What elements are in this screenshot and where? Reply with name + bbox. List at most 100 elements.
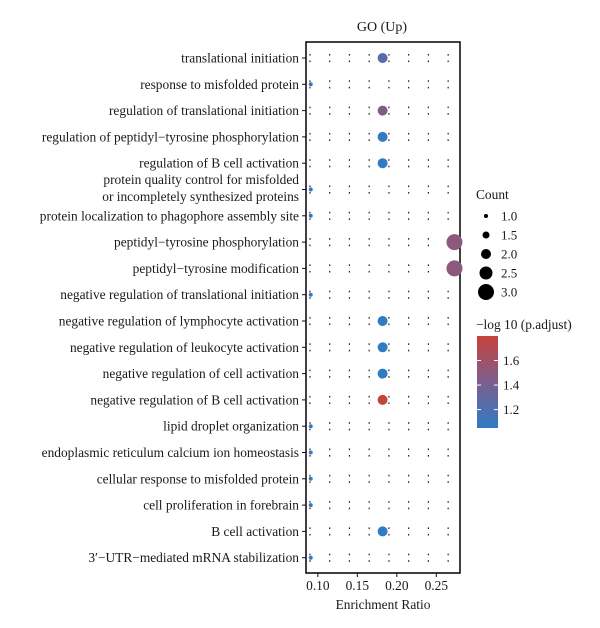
count-legend-dot <box>479 266 493 280</box>
grid-dot <box>388 428 390 431</box>
grid-dot <box>388 238 390 240</box>
term-label: translational initiation <box>181 51 299 66</box>
data-point <box>377 342 388 353</box>
grid-dot <box>309 290 311 293</box>
grid-dot <box>329 139 331 141</box>
grid-dot <box>388 86 390 89</box>
grid-dot <box>329 80 331 82</box>
grid-dot <box>329 422 331 424</box>
term-label: negative regulation of translational ini… <box>60 287 299 302</box>
grid-dot <box>368 533 370 536</box>
x-tick-label: 0.20 <box>385 578 409 593</box>
grid-dot <box>427 80 430 82</box>
grid-dot <box>388 80 390 82</box>
grid-dot <box>368 185 370 188</box>
grid-dot <box>309 481 311 483</box>
grid-dot <box>309 428 311 431</box>
grid-dot <box>348 54 351 56</box>
grid-dot <box>368 349 370 352</box>
grid-dot <box>408 422 410 424</box>
grid-dot <box>388 533 390 536</box>
grid-dot <box>348 474 351 477</box>
grid-dot <box>329 553 331 556</box>
grid-dot <box>427 376 430 378</box>
grid-dot <box>329 474 331 477</box>
grid-dot <box>408 297 410 299</box>
term-label: peptidyl−tyrosine phosphorylation <box>114 235 299 250</box>
grid-dot <box>427 507 430 510</box>
grid-dot <box>309 455 311 457</box>
x-tick-label: 0.10 <box>306 578 330 593</box>
grid-dot <box>309 474 311 477</box>
grid-dot <box>329 323 331 326</box>
grid-dot <box>329 402 331 404</box>
grid-dot <box>368 159 370 161</box>
grid-dot <box>329 218 331 220</box>
grid-dot <box>447 481 449 483</box>
grid-dot <box>408 113 410 115</box>
grid-dot <box>368 474 370 477</box>
term-label: cell proliferation in forebrain <box>143 498 299 513</box>
data-point <box>308 82 313 87</box>
grid-dot <box>408 86 410 89</box>
grid-dot <box>447 507 449 510</box>
grid-dot <box>329 455 331 457</box>
grid-dot <box>368 54 370 56</box>
grid-dot <box>408 60 410 63</box>
grid-dot <box>408 376 410 378</box>
grid-dot <box>368 106 370 109</box>
data-point <box>446 260 463 277</box>
grid-dot <box>408 264 410 266</box>
grid-dot <box>408 369 410 372</box>
grid-dot <box>309 132 311 135</box>
grid-dot <box>427 501 430 503</box>
x-axis-title: Enrichment Ratio <box>336 597 431 612</box>
grid-dot <box>447 553 449 556</box>
grid-dot <box>408 54 410 56</box>
data-point <box>377 53 388 63</box>
count-legend-dot <box>478 284 494 300</box>
grid-dot <box>368 113 370 115</box>
grid-dot <box>427 185 430 188</box>
grid-dot <box>388 553 390 556</box>
grid-dot <box>427 54 430 56</box>
grid-dot <box>329 132 331 135</box>
grid-dot <box>329 270 331 273</box>
grid-dot <box>427 60 430 63</box>
grid-dot <box>348 132 351 135</box>
grid-dot <box>329 533 331 536</box>
grid-dot <box>427 192 430 194</box>
grid-dot <box>427 317 430 319</box>
grid-dot <box>427 264 430 266</box>
grid-dot <box>348 369 351 372</box>
grid-dot <box>447 474 449 477</box>
grid-dot <box>388 501 390 503</box>
grid-dot <box>309 297 311 299</box>
grid-dot <box>368 60 370 63</box>
grid-dot <box>388 60 390 63</box>
grid-dot <box>348 60 351 63</box>
term-label: negative regulation of lymphocyte activa… <box>59 314 300 329</box>
grid-dot <box>408 349 410 352</box>
grid-dot <box>427 553 430 556</box>
grid-dot <box>408 244 410 247</box>
grid-dot <box>309 501 311 503</box>
term-label: negative regulation of leukocyte activat… <box>70 340 299 355</box>
grid-dot <box>427 238 430 240</box>
grid-dot <box>309 192 311 194</box>
grid-dot <box>329 297 331 299</box>
grid-dot <box>309 270 311 273</box>
count-legend: Count 1.0 1.5 2.0 2.5 3.0 <box>476 187 517 300</box>
grid-dot <box>348 264 351 266</box>
grid-dot <box>388 343 390 345</box>
grid-dot <box>309 376 311 378</box>
count-legend-label: 3.0 <box>501 285 517 300</box>
grid-dot <box>368 507 370 510</box>
grid-dot <box>388 139 390 141</box>
grid-dot <box>388 132 390 135</box>
count-legend-title: Count <box>476 187 509 202</box>
grid-dot <box>368 395 370 398</box>
grid-dot <box>348 211 351 214</box>
grid-dot <box>368 218 370 220</box>
